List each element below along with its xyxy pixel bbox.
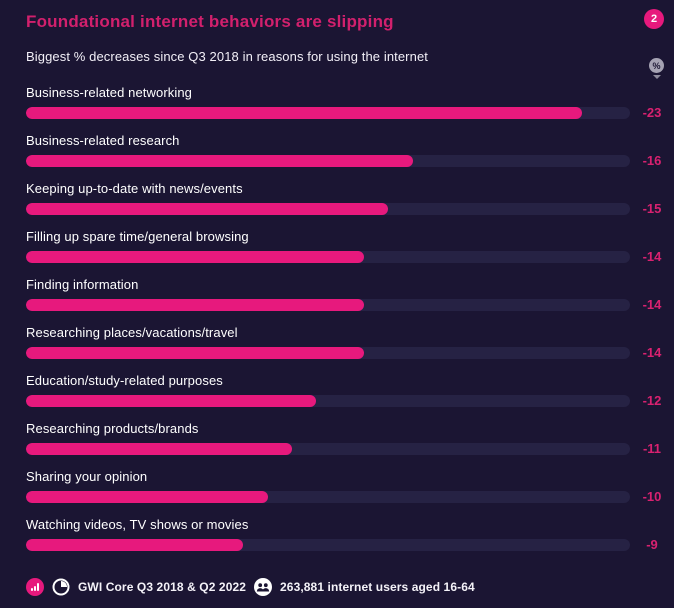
bar-label: Business-related research — [26, 133, 180, 148]
chart-subtitle: Biggest % decreases since Q3 2018 in rea… — [26, 49, 428, 64]
bar-track — [26, 298, 630, 311]
bar-label: Keeping up-to-date with news/events — [26, 181, 243, 196]
bar-fill — [26, 394, 316, 407]
bar-value: -15 — [642, 201, 662, 216]
percent-toggle[interactable]: % — [648, 58, 665, 79]
bar-track — [26, 250, 630, 263]
bar-row: Education/study-related purposes -12 — [26, 373, 674, 408]
bar-row: Filling up spare time/general browsing -… — [26, 229, 674, 264]
page-title: Foundational internet behaviors are slip… — [26, 12, 394, 31]
bar-line: -14 — [26, 345, 674, 360]
bar-track — [26, 538, 630, 551]
bar-line: -12 — [26, 393, 674, 408]
bar-track — [26, 442, 630, 455]
bar-fill — [26, 154, 413, 167]
audience-icon — [254, 578, 273, 596]
bar-fill — [26, 202, 389, 215]
bar-line: -15 — [26, 201, 674, 216]
bar-row: Business-related research -16 — [26, 133, 674, 168]
bar-track — [26, 490, 630, 503]
bar-line: -23 — [26, 105, 674, 120]
percent-icon: % — [649, 58, 664, 73]
bar-fill — [26, 442, 292, 455]
footer: GWI Core Q3 2018 & Q2 2022 263,881 inter… — [26, 578, 475, 596]
bar-line: -10 — [26, 489, 674, 504]
bar-row: Watching videos, TV shows or movies -9 — [26, 517, 674, 552]
bar-label: Finding information — [26, 277, 139, 292]
bar-line: -14 — [26, 249, 674, 264]
bar-line: -16 — [26, 153, 674, 168]
bar-chart-icon — [26, 578, 44, 596]
bar-value: -9 — [646, 537, 658, 552]
bar-value: -16 — [642, 153, 662, 168]
source-label: GWI Core Q3 2018 & Q2 2022 — [78, 580, 247, 594]
bar-fill — [26, 538, 244, 551]
bar-label: Researching products/brands — [26, 421, 199, 436]
bar-label: Education/study-related purposes — [26, 373, 223, 388]
bar-value: -14 — [642, 297, 662, 312]
bar-label: Sharing your opinion — [26, 469, 148, 484]
bar-row: Business-related networking -23 — [26, 85, 674, 120]
bar-track — [26, 202, 630, 215]
bar-fill — [26, 106, 582, 119]
bar-line: -11 — [26, 441, 674, 456]
source-chart-icon — [52, 578, 70, 596]
bar-row: Finding information -14 — [26, 277, 674, 312]
bar-track — [26, 346, 630, 359]
chevron-down-icon — [652, 75, 661, 79]
bar-track — [26, 394, 630, 407]
bar-fill — [26, 490, 268, 503]
bar-label: Researching places/vacations/travel — [26, 325, 238, 340]
bar-track — [26, 154, 630, 167]
header: Foundational internet behaviors are slip… — [0, 0, 674, 64]
audience-label: 263,881 internet users aged 16-64 — [280, 580, 475, 594]
bars-list: Business-related networking -23 Business… — [0, 64, 674, 552]
bar-fill — [26, 298, 365, 311]
bar-line: -14 — [26, 297, 674, 312]
bar-row: Sharing your opinion -10 — [26, 469, 674, 504]
bar-fill — [26, 250, 365, 263]
bar-fill — [26, 346, 365, 359]
page-number-badge: 2 — [644, 9, 664, 29]
bar-row: Keeping up-to-date with news/events -15 — [26, 181, 674, 216]
bar-value: -10 — [642, 489, 662, 504]
bar-value: -11 — [642, 441, 662, 456]
bar-row: Researching products/brands -11 — [26, 421, 674, 456]
bar-line: -9 — [26, 537, 674, 552]
bar-value: -23 — [642, 105, 662, 120]
bar-value: -14 — [642, 345, 662, 360]
bar-row: Researching places/vacations/travel -14 — [26, 325, 674, 360]
bar-label: Filling up spare time/general browsing — [26, 229, 249, 244]
bar-value: -14 — [642, 249, 662, 264]
bar-track — [26, 106, 630, 119]
bar-label: Watching videos, TV shows or movies — [26, 517, 249, 532]
bar-value: -12 — [642, 393, 662, 408]
bar-label: Business-related networking — [26, 85, 193, 100]
